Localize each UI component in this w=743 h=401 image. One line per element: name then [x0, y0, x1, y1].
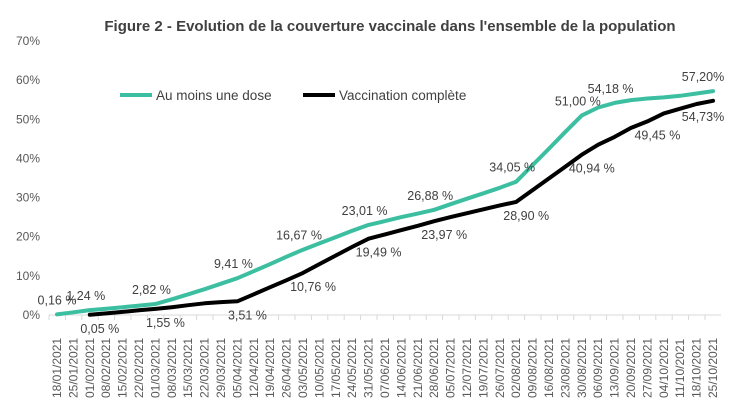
- x-tick-label: 25/10/2021: [706, 338, 720, 398]
- data-label: 16,67 %: [276, 229, 322, 243]
- x-tick-label: 19/07/2021: [476, 338, 490, 398]
- data-label: 54,73%: [682, 110, 724, 124]
- data-label: 2,82 %: [132, 283, 171, 297]
- data-label: 57,20%: [682, 70, 724, 84]
- data-label: 0,05 %: [80, 322, 119, 336]
- x-tick-label: 18/01/2021: [50, 338, 64, 398]
- x-tick-label: 17/05/2021: [329, 338, 343, 398]
- x-tick-label: 29/03/2021: [214, 338, 228, 398]
- x-tick-label: 03/05/2021: [296, 338, 310, 398]
- x-tick-label: 09/08/2021: [526, 338, 540, 398]
- legend-entry: Au moins une dose: [156, 88, 272, 103]
- x-tick-label: 15/03/2021: [181, 338, 195, 398]
- data-label: 26,88 %: [407, 189, 453, 203]
- x-tick-label: 04/10/2021: [657, 338, 671, 398]
- x-tick-label: 25/01/2021: [66, 338, 80, 398]
- data-label: 34,05 %: [489, 161, 535, 175]
- y-tick-label: 40%: [16, 151, 40, 165]
- x-tick-label: 24/05/2021: [345, 338, 359, 398]
- data-label: 1,55 %: [146, 316, 185, 330]
- data-label: 23,97 %: [421, 228, 467, 242]
- x-tick-label: 02/08/2021: [509, 338, 523, 398]
- legend-entry: Vaccination complète: [339, 88, 466, 103]
- x-tick-label: 15/02/2021: [116, 338, 130, 398]
- data-label: 40,94 %: [569, 162, 615, 176]
- x-tick-label: 10/05/2021: [312, 338, 326, 398]
- x-tick-label: 20/09/2021: [624, 338, 638, 398]
- y-tick-label: 10%: [16, 269, 40, 283]
- data-label: 3,51 %: [228, 308, 267, 322]
- x-tick-label: 28/06/2021: [427, 338, 441, 398]
- x-tick-label: 26/07/2021: [493, 338, 507, 398]
- data-label: 28,90 %: [503, 209, 549, 223]
- data-label: 23,01 %: [342, 204, 388, 218]
- y-tick-label: 60%: [16, 73, 40, 87]
- data-label: 9,41 %: [214, 257, 253, 271]
- data-label: 49,45 %: [634, 128, 680, 142]
- x-tick-label: 12/04/2021: [247, 338, 261, 398]
- x-tick-label: 27/09/2021: [640, 338, 654, 398]
- x-tick-label: 22/02/2021: [132, 338, 146, 398]
- x-tick-label: 22/03/2021: [198, 338, 212, 398]
- data-label: 19,49 %: [356, 246, 402, 260]
- x-tick-label: 07/06/2021: [378, 338, 392, 398]
- x-tick-label: 18/10/2021: [690, 338, 704, 398]
- data-label: 54,18 %: [588, 82, 634, 96]
- x-tick-label: 23/08/2021: [558, 338, 572, 398]
- data-label: 1,24 %: [66, 289, 105, 303]
- x-tick-label: 30/08/2021: [575, 338, 589, 398]
- data-label: 0,16 %: [38, 293, 77, 307]
- x-tick-label: 08/03/2021: [165, 338, 179, 398]
- y-tick-label: 50%: [16, 112, 40, 126]
- x-tick-label: 31/05/2021: [362, 338, 376, 398]
- chart-title: Figure 2 - Evolution de la couverture va…: [104, 18, 675, 35]
- x-tick-label: 11/10/2021: [673, 339, 687, 398]
- y-tick-label: 0%: [23, 308, 41, 322]
- x-tick-label: 01/03/2021: [148, 338, 162, 398]
- data-label: 51,00 %: [555, 94, 601, 108]
- series-line-vaccination-complete: [87, 98, 715, 317]
- x-tick-label: 16/08/2021: [542, 338, 556, 398]
- series-line-au-moins-une-dose: [55, 89, 715, 317]
- x-tick-label: 06/09/2021: [591, 338, 605, 398]
- x-tick-label: 08/02/2021: [99, 338, 113, 398]
- x-tick-label: 05/07/2021: [444, 338, 458, 398]
- x-tick-label: 01/02/2021: [83, 338, 97, 398]
- x-tick-label: 19/04/2021: [263, 338, 277, 398]
- x-tick-label: 13/09/2021: [608, 338, 622, 398]
- x-tick-label: 05/04/2021: [230, 338, 244, 398]
- data-label: 10,76 %: [290, 280, 336, 294]
- y-tick-label: 70%: [16, 34, 40, 48]
- y-tick-label: 30%: [16, 191, 40, 205]
- x-tick-label: 14/06/2021: [394, 338, 408, 398]
- x-tick-label: 26/04/2021: [280, 338, 294, 398]
- y-tick-label: 20%: [16, 230, 40, 244]
- x-tick-label: 21/06/2021: [411, 338, 425, 398]
- x-tick-label: 12/07/2021: [460, 338, 474, 398]
